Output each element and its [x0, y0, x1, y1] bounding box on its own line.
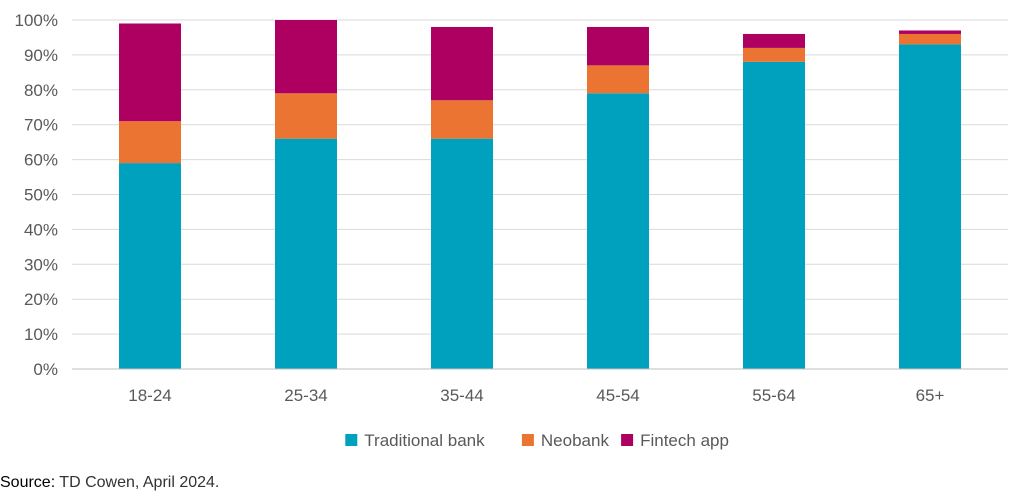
bar-45-54-traditional-bank — [587, 93, 649, 369]
bar-25-34-fintech-app — [275, 20, 337, 94]
bar-18-24-neobank — [119, 121, 181, 164]
bar-35-44-fintech-app — [431, 26, 493, 101]
source-label: Source: — [0, 474, 56, 491]
gridlines — [72, 19, 1008, 335]
y-tick-label: 50% — [24, 186, 58, 205]
bar-45-54-neobank — [587, 65, 649, 94]
x-tick-label: 65+ — [916, 386, 945, 405]
legend-label: Traditional bank — [364, 431, 485, 450]
legend-label: Fintech app — [640, 431, 729, 450]
y-tick-label: 0% — [33, 360, 58, 379]
bar-55-64-traditional-bank — [743, 61, 805, 369]
y-tick-label: 30% — [24, 255, 58, 274]
y-tick-label: 90% — [24, 46, 58, 65]
source-note: Source: TD Cowen, April 2024. — [0, 474, 219, 492]
y-tick-label: 100% — [15, 11, 58, 30]
legend-item-traditional-bank: Traditional bank — [345, 431, 485, 450]
x-tick-label: 45-54 — [596, 386, 639, 405]
y-tick-label: 70% — [24, 116, 58, 135]
bar-18-24-traditional-bank — [119, 163, 181, 369]
bar-18-24-fintech-app — [119, 23, 181, 122]
y-tick-label: 40% — [24, 220, 58, 239]
y-tick-label: 80% — [24, 81, 58, 100]
bar-45-54-fintech-app — [587, 26, 649, 66]
legend-swatch — [521, 434, 534, 446]
bar-65+-traditional-bank — [899, 44, 961, 370]
bars — [119, 20, 961, 370]
legend-swatch — [345, 434, 358, 446]
bar-25-34-neobank — [275, 93, 337, 139]
bar-35-44-neobank — [431, 100, 493, 139]
bar-65+-neobank — [899, 33, 961, 45]
x-tick-label: 25-34 — [284, 386, 327, 405]
bar-55-64-fintech-app — [743, 33, 805, 48]
x-tick-label: 18-24 — [128, 386, 171, 405]
bar-55-64-neobank — [743, 47, 805, 62]
x-tick-label: 55-64 — [752, 386, 795, 405]
x-axis-tick-labels: 18-24 25-34 35-44 45-54 55-64 65+ — [128, 386, 944, 405]
source-text: TD Cowen, April 2024. — [55, 474, 220, 491]
legend-item-neobank: Neobank — [521, 431, 610, 450]
bar-25-34-traditional-bank — [275, 138, 337, 369]
y-tick-label: 20% — [24, 290, 58, 309]
legend-swatch — [621, 434, 634, 446]
y-tick-label: 60% — [24, 151, 58, 170]
y-tick-label: 10% — [24, 325, 58, 344]
legend: Traditional bank Neobank Fintech app — [345, 431, 729, 450]
legend-label: Neobank — [541, 431, 610, 450]
bar-65+-fintech-app — [899, 30, 961, 34]
bar-35-44-traditional-bank — [431, 138, 493, 369]
x-tick-label: 35-44 — [440, 386, 483, 405]
legend-item-fintech-app: Fintech app — [621, 431, 729, 450]
y-axis-tick-labels: 0% 10% 20% 30% 40% 50% 60% 70% 80% 90% 100% — [15, 11, 58, 379]
